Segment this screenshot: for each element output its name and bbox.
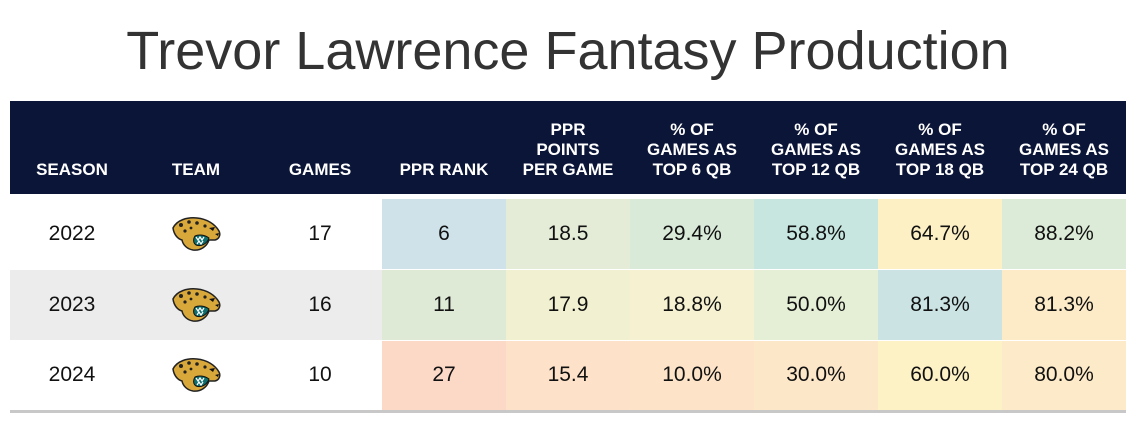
season-cell: 2022	[10, 197, 134, 269]
jaguars-logo-icon	[169, 355, 223, 395]
column-header-top12[interactable]: % OF GAMES AS TOP 12 QB	[770, 120, 862, 179]
column-header-top18[interactable]: % OF GAMES AS TOP 18 QB	[894, 120, 986, 179]
games-cell: 16	[258, 268, 382, 340]
top18-cell: 64.7%	[878, 197, 1002, 269]
team-cell	[134, 339, 258, 413]
ppr-rank-cell: 6	[382, 197, 506, 269]
team-cell	[134, 197, 258, 269]
games-cell: 17	[258, 197, 382, 269]
games-cell: 10	[258, 339, 382, 413]
top12-cell: 58.8%	[754, 197, 878, 269]
top6-cell: 10.0%	[630, 339, 754, 413]
jaguars-logo-icon	[169, 214, 223, 254]
column-header-games[interactable]: GAMES	[288, 160, 352, 179]
column-header-ppr-points-per-game[interactable]: PPR POINTS PER GAME	[522, 120, 614, 179]
production-table: SEASON TEAM GAMES PPR RANK PPR POINTS PE…	[10, 101, 1126, 413]
season-cell: 2024	[10, 339, 134, 413]
top24-cell: 80.0%	[1002, 339, 1126, 413]
table-row: 2022 17 6 18.5 29.4% 58.8% 64.7%	[10, 197, 1126, 269]
top6-cell: 29.4%	[630, 197, 754, 269]
header-row: SEASON TEAM GAMES PPR RANK PPR POINTS PE…	[10, 101, 1126, 194]
top12-cell: 30.0%	[754, 339, 878, 413]
column-header-ppr-rank[interactable]: PPR RANK	[399, 160, 489, 179]
top18-cell: 60.0%	[878, 339, 1002, 413]
column-header-team[interactable]: TEAM	[171, 160, 221, 179]
ppg-cell: 18.5	[506, 197, 630, 269]
column-header-top6[interactable]: % OF GAMES AS TOP 6 QB	[646, 120, 738, 179]
top24-cell: 88.2%	[1002, 197, 1126, 269]
column-header-season[interactable]: SEASON	[36, 160, 108, 179]
ppg-cell: 15.4	[506, 339, 630, 413]
top12-cell: 50.0%	[754, 268, 878, 340]
season-cell: 2023	[10, 268, 134, 340]
column-header-top24[interactable]: % OF GAMES AS TOP 24 QB	[1018, 120, 1110, 179]
top24-cell: 81.3%	[1002, 268, 1126, 340]
table-row: 2023 16 11 17.9 18.8% 50.0% 81.3%	[10, 268, 1126, 340]
jaguars-logo-icon	[169, 285, 223, 325]
page-title: Trevor Lawrence Fantasy Production	[126, 21, 1010, 81]
table-row: 2024 10 27 15.4 10.0% 30.0% 60.0%	[10, 339, 1126, 413]
ppr-rank-cell: 11	[382, 268, 506, 340]
ppg-cell: 17.9	[506, 268, 630, 340]
ppr-rank-cell: 27	[382, 339, 506, 413]
team-cell	[134, 268, 258, 340]
top18-cell: 81.3%	[878, 268, 1002, 340]
top6-cell: 18.8%	[630, 268, 754, 340]
